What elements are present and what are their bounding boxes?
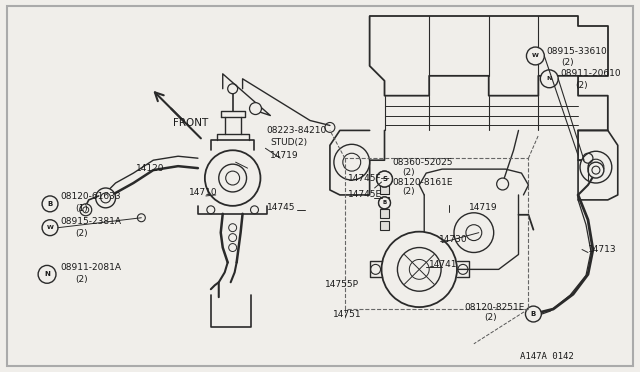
Text: 14751: 14751 (333, 310, 362, 318)
Circle shape (378, 197, 390, 209)
Text: W: W (47, 225, 54, 230)
Circle shape (497, 178, 509, 190)
Text: (2): (2) (75, 229, 88, 238)
Text: 14755P: 14755P (325, 280, 359, 289)
Text: (2): (2) (484, 312, 497, 321)
Text: 14719: 14719 (270, 151, 299, 160)
Text: S: S (382, 176, 387, 182)
Text: 14730: 14730 (439, 235, 468, 244)
Circle shape (334, 144, 370, 180)
Circle shape (381, 232, 457, 307)
Circle shape (42, 196, 58, 212)
Circle shape (250, 103, 262, 115)
Bar (380, 197, 390, 206)
Text: 08911-20610: 08911-20610 (560, 69, 621, 78)
Text: (1): (1) (75, 204, 88, 213)
Circle shape (42, 220, 58, 235)
Text: (2): (2) (403, 187, 415, 196)
Text: (2): (2) (561, 58, 574, 67)
Text: 14120: 14120 (136, 164, 165, 173)
Circle shape (540, 70, 558, 88)
Text: 08915-33610: 08915-33610 (547, 46, 607, 55)
Circle shape (588, 162, 604, 178)
Text: FRONT: FRONT (173, 118, 209, 128)
Circle shape (376, 171, 392, 187)
Bar (380, 185, 390, 194)
Text: 08360-52025: 08360-52025 (392, 158, 453, 167)
Text: (2): (2) (575, 81, 588, 90)
Text: (2): (2) (75, 275, 88, 284)
Text: 14741: 14741 (429, 260, 458, 269)
Circle shape (228, 84, 237, 94)
Circle shape (38, 265, 56, 283)
Bar (380, 209, 390, 218)
Text: 14710: 14710 (189, 189, 218, 198)
Text: 14713: 14713 (588, 245, 616, 254)
Bar (380, 221, 390, 230)
Text: 14745E—: 14745E— (348, 190, 391, 199)
Text: 14719: 14719 (469, 203, 497, 212)
Text: 08120-8161E: 08120-8161E (392, 177, 453, 186)
Circle shape (80, 204, 92, 216)
Text: 08915-2381A: 08915-2381A (60, 217, 121, 226)
Text: B: B (47, 201, 52, 207)
Text: 14745: 14745 (267, 203, 295, 212)
Text: A147A 0142: A147A 0142 (520, 352, 574, 361)
Circle shape (454, 213, 493, 253)
Circle shape (376, 171, 392, 187)
Text: 14745F—: 14745F— (348, 174, 390, 183)
Text: B: B (531, 311, 536, 317)
Text: 08120-8251E: 08120-8251E (464, 302, 524, 312)
Circle shape (580, 151, 612, 183)
Text: N: N (44, 271, 50, 278)
Circle shape (527, 47, 544, 65)
Circle shape (205, 150, 260, 206)
Text: 08223-84210: 08223-84210 (266, 126, 326, 135)
Text: 08911-2081A: 08911-2081A (60, 263, 121, 272)
Text: (2): (2) (403, 168, 415, 177)
Text: 08120-61633: 08120-61633 (60, 192, 120, 201)
Circle shape (525, 306, 541, 322)
Text: W: W (532, 54, 539, 58)
Text: B: B (382, 201, 387, 205)
Circle shape (96, 188, 116, 208)
Text: STUD(2): STUD(2) (270, 138, 307, 147)
Text: N: N (547, 76, 552, 81)
Circle shape (378, 197, 390, 209)
